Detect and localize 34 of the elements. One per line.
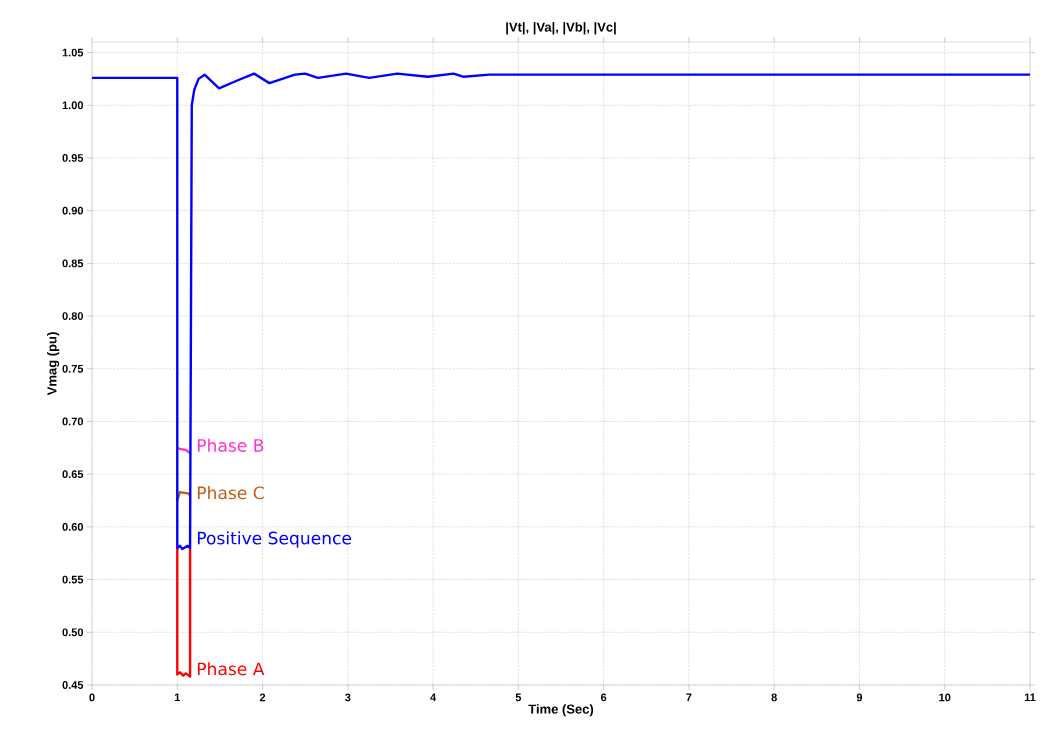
x-tick-label: 8 (771, 693, 777, 702)
x-tick-label: 11 (1024, 693, 1036, 702)
y-tick-label: 0.80 (62, 312, 84, 320)
x-tick-label: 0 (89, 693, 95, 702)
y-tick-label: 0.60 (62, 522, 84, 531)
y-tick-label: 0.90 (62, 206, 84, 215)
series-label: Phase A (197, 662, 265, 676)
y-tick-label: 0.70 (62, 417, 84, 426)
chart-title: |Vt|, |Va|, |Vb|, |Vc| (506, 22, 616, 35)
x-tick-label: 6 (600, 693, 607, 702)
series-label: Phase B (197, 438, 264, 452)
y-tick-label: 0.65 (62, 470, 84, 479)
y-tick-label: 1.05 (62, 48, 84, 57)
y-tick-label: 0.55 (62, 575, 84, 584)
y-tick-label: 0.45 (62, 681, 84, 689)
y-tick-label: 0.75 (62, 364, 84, 373)
series-label: Positive Sequence (197, 531, 352, 548)
x-axis-title: Time (Sec) (528, 704, 594, 717)
y-tick-label: 0.85 (62, 259, 84, 268)
x-tick-label: 7 (686, 693, 692, 702)
x-tick-label: 4 (430, 693, 437, 702)
x-tick-label: 9 (856, 693, 863, 702)
y-tick-label: 1.00 (62, 101, 84, 110)
series-label: Phase C (197, 486, 264, 500)
x-tick-label: 2 (259, 693, 266, 702)
y-axis-title: Vmag (pu) (47, 332, 60, 396)
x-tick-label: 5 (515, 693, 522, 702)
x-tick-label: 3 (345, 693, 351, 702)
y-tick-label: 0.95 (62, 154, 84, 162)
line-series (176, 546, 192, 678)
x-tick-label: 10 (939, 693, 951, 702)
line-series (176, 490, 192, 502)
x-tick-label: 1 (174, 693, 181, 702)
y-tick-label: 0.50 (62, 628, 84, 637)
